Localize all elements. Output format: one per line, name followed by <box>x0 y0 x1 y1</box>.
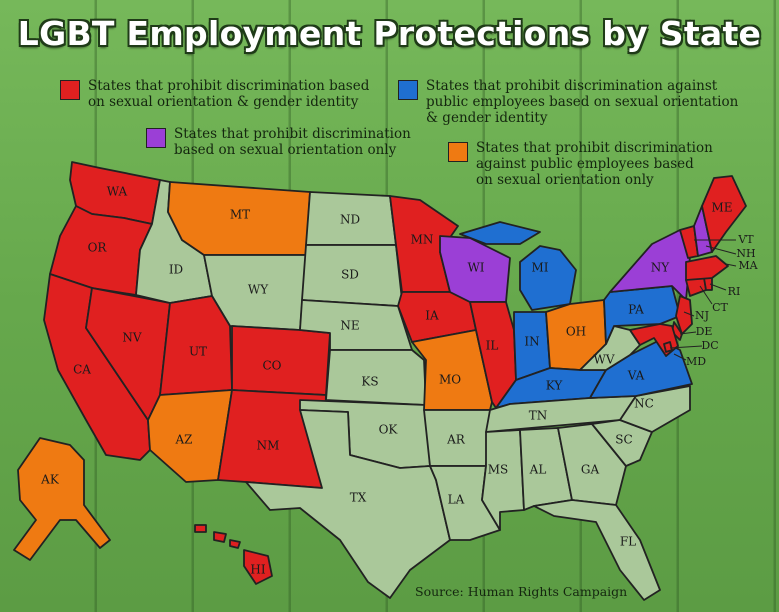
state-ME <box>701 175 747 253</box>
legend-text-purple: States that prohibit discrimination base… <box>174 126 411 158</box>
label-GA: GA <box>581 463 600 477</box>
state-UT <box>159 295 233 396</box>
state-SC <box>591 419 653 467</box>
label-AL: AL <box>529 463 547 477</box>
state-FL <box>533 499 661 601</box>
label-MN: MN <box>411 233 434 247</box>
legend-item-blue: States that prohibit discrimination agai… <box>398 78 738 126</box>
label-OR: OR <box>88 241 108 255</box>
label-KY: KY <box>546 379 564 393</box>
label-NY: NY <box>651 261 671 275</box>
label-OH: OH <box>566 325 586 339</box>
label-AR: AR <box>446 433 466 447</box>
legend-swatch-red <box>60 80 80 100</box>
label-CT: CT <box>712 301 728 314</box>
label-AK: AK <box>40 473 60 487</box>
legend-text-blue: States that prohibit discrimination agai… <box>426 78 739 126</box>
legend-text-orange: States that prohibit discrimination agai… <box>476 140 713 188</box>
label-VA: VA <box>627 369 645 383</box>
label-MO: MO <box>439 373 461 387</box>
label-IN: IN <box>524 335 539 349</box>
label-MA: MA <box>738 259 758 272</box>
label-AZ: AZ <box>174 433 192 447</box>
label-NV: NV <box>122 331 142 345</box>
legend-swatch-orange <box>448 142 468 162</box>
legend-swatch-blue <box>398 80 418 100</box>
label-MS: MS <box>488 463 509 477</box>
legend-item-orange: States that prohibit discrimination agai… <box>448 140 713 188</box>
state-HI <box>194 524 273 585</box>
label-CO: CO <box>262 359 281 373</box>
label-UT: UT <box>189 345 207 359</box>
label-RI: RI <box>728 285 741 298</box>
legend-item-purple: States that prohibit discrimination base… <box>146 126 411 158</box>
label-FL: FL <box>620 535 636 549</box>
label-ID: ID <box>169 263 183 277</box>
label-NE: NE <box>340 319 359 333</box>
state-TX <box>245 409 451 599</box>
label-IA: IA <box>425 309 439 323</box>
label-LA: LA <box>448 493 465 507</box>
state-DC <box>663 341 673 353</box>
label-DE: DE <box>696 325 713 338</box>
label-DC: DC <box>701 339 718 352</box>
state-NC <box>619 385 691 433</box>
label-PA: PA <box>628 303 644 317</box>
state-GA <box>557 423 627 506</box>
legend-item-red: States that prohibit discrimination base… <box>60 78 369 110</box>
legend-text-red: States that prohibit discrimination base… <box>88 78 370 110</box>
source-credit: Source: Human Rights Campaign <box>415 584 628 599</box>
label-WA: WA <box>107 185 128 199</box>
label-CA: CA <box>73 363 91 377</box>
state-MA <box>685 255 729 281</box>
state-MI <box>459 221 577 311</box>
legend-swatch-purple <box>146 128 166 148</box>
label-NC: NC <box>634 397 654 411</box>
label-ND: ND <box>340 213 360 227</box>
label-KS: KS <box>361 375 378 389</box>
label-VT: VT <box>737 233 754 246</box>
label-MD: MD <box>686 355 706 368</box>
state-NJ <box>675 295 693 335</box>
label-TN: TN <box>529 409 548 423</box>
label-TX: TX <box>350 491 367 505</box>
label-ME: ME <box>711 201 732 215</box>
label-SD: SD <box>341 268 359 282</box>
label-IL: IL <box>486 339 499 353</box>
label-SC: SC <box>615 433 632 447</box>
label-MI: MI <box>531 261 548 275</box>
label-WI: WI <box>467 261 484 275</box>
label-OK: OK <box>379 423 399 437</box>
state-AK <box>13 437 111 561</box>
label-WY: WY <box>248 283 269 297</box>
label-NH: NH <box>736 247 755 260</box>
label-NJ: NJ <box>695 309 709 322</box>
label-WV: WV <box>594 353 615 367</box>
page-title: LGBT Employment Protections by State <box>17 14 762 53</box>
label-HI: HI <box>250 563 265 577</box>
label-MT: MT <box>230 208 250 222</box>
label-NM: NM <box>257 439 280 453</box>
